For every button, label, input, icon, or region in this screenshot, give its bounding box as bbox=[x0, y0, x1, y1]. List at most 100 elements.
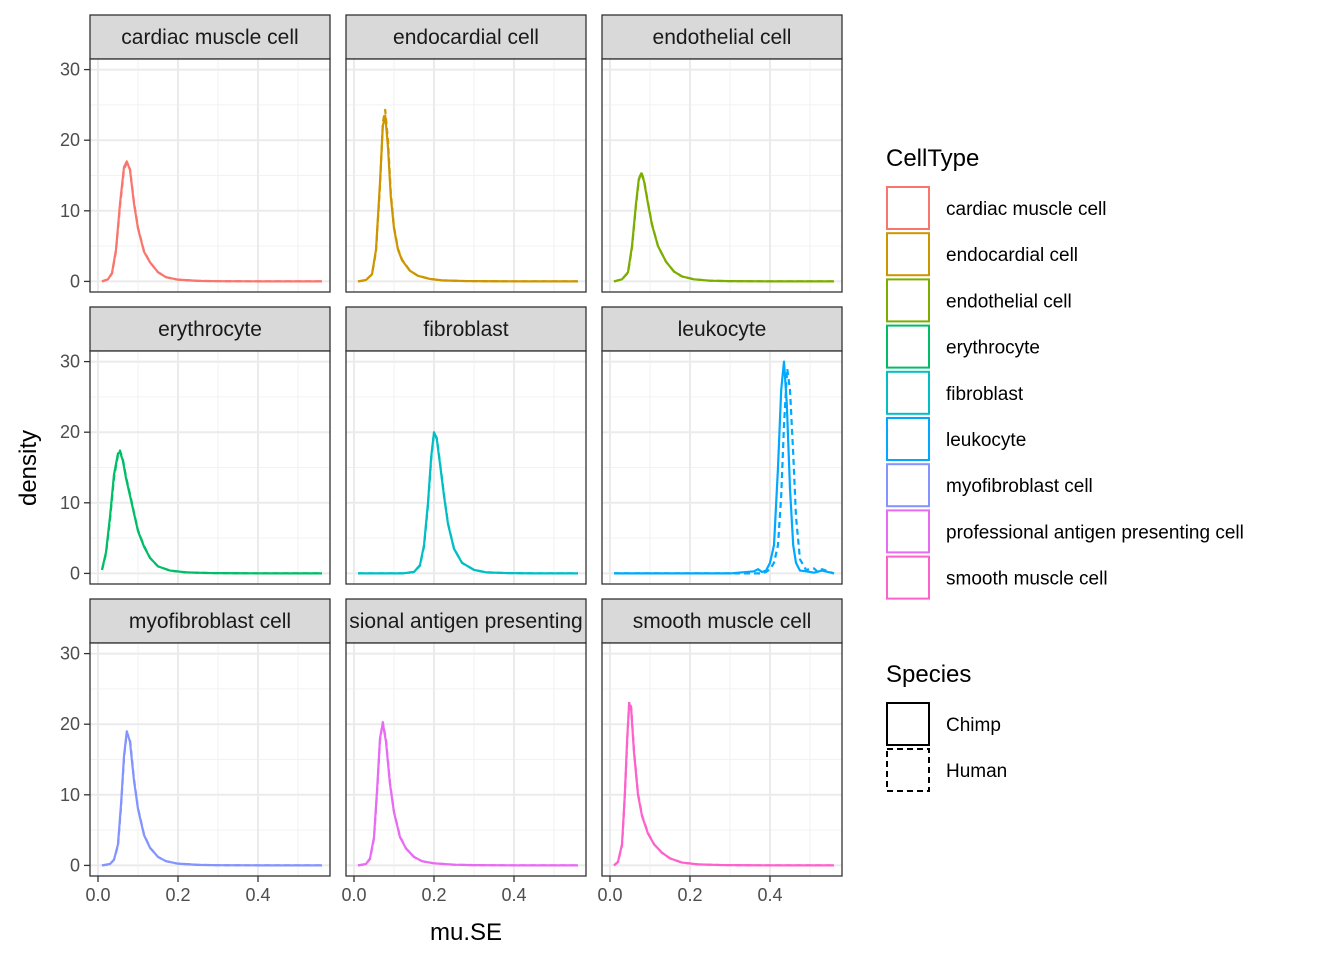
legend-label: Chimp bbox=[946, 715, 1001, 736]
legend-key bbox=[886, 324, 930, 369]
facet-professional-antigen-presenting-cell: sional antigen presenting bbox=[345, 598, 587, 877]
density-line-human bbox=[100, 449, 322, 575]
facet-endothelial-cell: endothelial cell bbox=[601, 14, 843, 293]
x-tick-label: 0.0 bbox=[85, 885, 110, 905]
legend-label: leukocyte bbox=[946, 430, 1026, 451]
x-tick-label: 0.2 bbox=[421, 885, 446, 905]
y-tick-label: 10 bbox=[60, 201, 80, 221]
y-tick-label: 20 bbox=[60, 130, 80, 150]
facet-strip-label: erythrocyte bbox=[158, 318, 262, 341]
panel-border bbox=[89, 58, 331, 293]
y-tick-label: 30 bbox=[60, 60, 80, 80]
legend-celltype: CellType cardiac muscle cell endocardial c… bbox=[886, 145, 1244, 600]
legend-key bbox=[886, 748, 930, 792]
density-line-human bbox=[101, 731, 322, 867]
panel-border bbox=[89, 350, 331, 585]
legend-key bbox=[886, 555, 930, 600]
density-line-human bbox=[613, 700, 834, 867]
legend-label: endothelial cell bbox=[946, 291, 1072, 312]
density-line-human bbox=[101, 161, 322, 283]
facet-strip bbox=[89, 306, 331, 352]
panel-border bbox=[89, 642, 331, 877]
legend-key bbox=[886, 417, 930, 461]
legend-label: myofibroblast cell bbox=[946, 476, 1093, 497]
facet-strip bbox=[601, 598, 843, 644]
x-tick-label: 0.4 bbox=[757, 885, 782, 905]
legend-key bbox=[886, 702, 930, 746]
x-tick-label: 0.0 bbox=[597, 885, 622, 905]
y-tick-label: 30 bbox=[60, 644, 80, 664]
facet-strip-label: cardiac muscle cell bbox=[121, 26, 298, 49]
x-tick-label: 0.2 bbox=[677, 885, 702, 905]
facet-leukocyte: leukocyte bbox=[601, 306, 843, 585]
legend-label: smooth muscle cell bbox=[946, 569, 1108, 590]
y-axis-title: density bbox=[15, 430, 42, 506]
x-tick-label: 0.2 bbox=[165, 885, 190, 905]
y-tick-label: 10 bbox=[60, 493, 80, 513]
legend-item-smooth-muscle-cell: smooth muscle cell bbox=[886, 555, 1108, 600]
y-tick-label: 0 bbox=[70, 563, 80, 583]
facet-strip bbox=[89, 14, 331, 60]
legend-title: Species bbox=[886, 661, 971, 688]
density-line-chimp bbox=[614, 360, 835, 575]
legend-key bbox=[886, 463, 930, 508]
density-line-human bbox=[357, 720, 578, 867]
legend-item-cardiac-muscle-cell: cardiac muscle cell bbox=[886, 186, 1107, 230]
x-tick-label: 0.4 bbox=[501, 885, 526, 905]
legend-label: cardiac muscle cell bbox=[946, 199, 1107, 220]
density-line-human bbox=[358, 431, 578, 575]
y-tick-label: 20 bbox=[60, 714, 80, 734]
legend-item-professional-antigen-presenting-cell: professional antigen presenting cell bbox=[886, 509, 1244, 554]
facet-endocardial-cell: endocardial cell bbox=[345, 14, 587, 293]
panel-border bbox=[345, 58, 587, 293]
x-axis-title: mu.SE bbox=[430, 919, 502, 946]
density-line-human bbox=[357, 108, 578, 283]
legend-label: fibroblast bbox=[946, 384, 1024, 405]
legend-item-chimp: Chimp bbox=[886, 702, 1001, 746]
legends: CellType cardiac muscle cell endocardial c… bbox=[886, 145, 1244, 792]
facet-strip-label: fibroblast bbox=[423, 318, 508, 341]
gridlines bbox=[90, 59, 330, 292]
panel-border bbox=[345, 350, 587, 585]
legend-key bbox=[886, 509, 930, 554]
panel-border bbox=[601, 642, 843, 877]
facet-strip bbox=[345, 598, 587, 644]
x-tick-label: 0.4 bbox=[245, 885, 270, 905]
gridlines bbox=[346, 59, 586, 292]
legend-item-endocardial-cell: endocardial cell bbox=[886, 232, 1078, 277]
x-tick-label: 0.0 bbox=[341, 885, 366, 905]
panel-border bbox=[601, 350, 843, 585]
facet-cardiac-muscle-cell: cardiac muscle cell bbox=[89, 14, 331, 293]
facet-smooth-muscle-cell: smooth muscle cell bbox=[601, 598, 843, 877]
gridlines bbox=[602, 643, 842, 876]
legend-species: Species Chimp Human bbox=[886, 661, 1007, 792]
legend-key bbox=[886, 186, 930, 230]
y-tick-label: 20 bbox=[60, 422, 80, 442]
facet-fibroblast: fibroblast bbox=[345, 306, 587, 585]
density-line-human bbox=[613, 170, 834, 283]
facet-strip-label: sional antigen presenting bbox=[349, 610, 583, 633]
facet-strip-label: endothelial cell bbox=[653, 26, 792, 49]
facet-erythrocyte: erythrocyte bbox=[89, 306, 331, 585]
legend-label: endocardial cell bbox=[946, 245, 1078, 266]
axes: 0 10 20 30 0 10 20 30 0 10 20 30 0.0 0.2 0.4 0.0 0.2 0.4 0… bbox=[15, 60, 783, 946]
legend-item-erythrocyte: erythrocyte bbox=[886, 324, 1040, 369]
legend-item-myofibroblast-cell: myofibroblast cell bbox=[886, 463, 1093, 508]
y-tick-label: 30 bbox=[60, 352, 80, 372]
legend-label: erythrocyte bbox=[946, 338, 1040, 359]
legend-item-leukocyte: leukocyte bbox=[886, 417, 1026, 461]
legend-key bbox=[886, 232, 930, 277]
facet-strip-label: endocardial cell bbox=[393, 26, 539, 49]
facet-strip-label: myofibroblast cell bbox=[129, 610, 291, 633]
legend-item-endothelial-cell: endothelial cell bbox=[886, 278, 1072, 323]
facet-strip bbox=[601, 14, 843, 60]
legend-item-fibroblast: fibroblast bbox=[886, 370, 1024, 415]
gridlines bbox=[602, 59, 842, 292]
panel-border bbox=[601, 58, 843, 293]
facet-strip bbox=[89, 598, 331, 644]
legend-item-human: Human bbox=[886, 748, 1007, 792]
legend-label: Human bbox=[946, 761, 1007, 782]
gridlines bbox=[602, 351, 842, 584]
legend-key bbox=[886, 278, 930, 323]
